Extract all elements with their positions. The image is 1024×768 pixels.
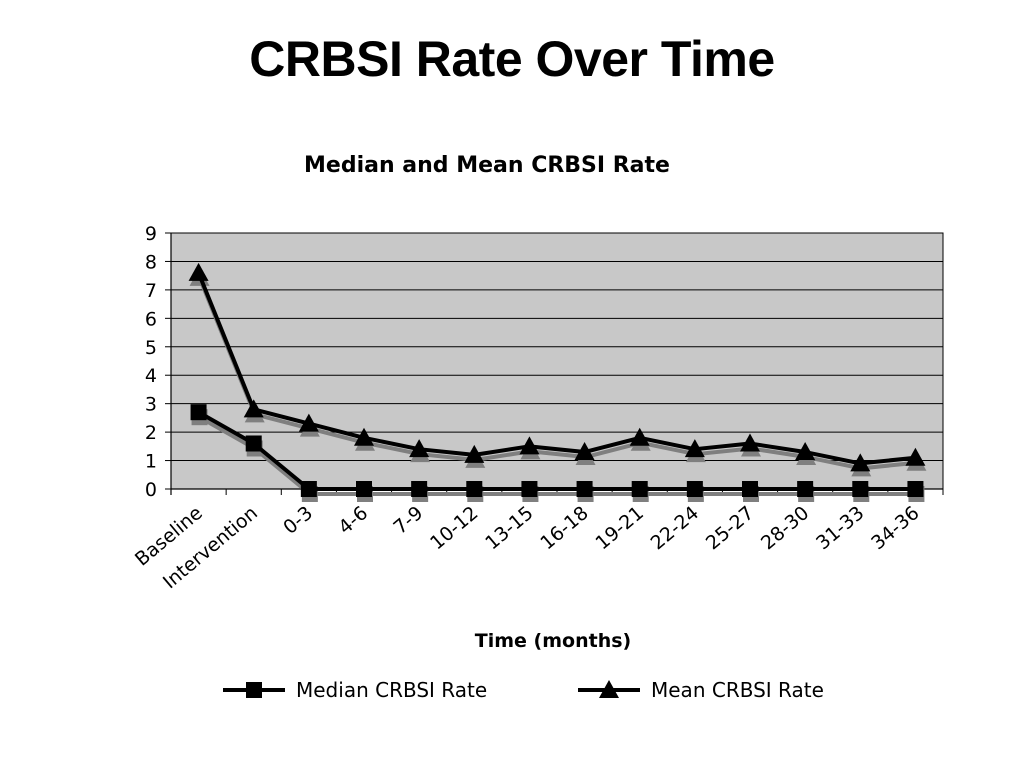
y-tick-label: 9 <box>145 223 157 245</box>
legend-marker-1 <box>246 682 262 698</box>
x-tick-label: 7-9 <box>389 502 427 539</box>
x-tick-label: 19-21 <box>591 502 647 554</box>
y-tick-label: 8 <box>145 251 157 273</box>
data-point <box>574 442 595 461</box>
data-point <box>631 481 648 497</box>
x-axis-title: Time (months) <box>475 630 631 652</box>
data-point <box>466 481 483 497</box>
data-point <box>797 481 814 497</box>
x-tick-label: 10-12 <box>426 502 482 554</box>
data-point <box>852 481 869 497</box>
data-point <box>905 447 926 466</box>
y-tick-label: 3 <box>145 394 157 416</box>
data-point <box>576 481 593 497</box>
data-point <box>300 481 317 497</box>
chart-title: Median and Mean CRBSI Rate <box>304 153 670 178</box>
legend-label-2: Mean CRBSI Rate <box>651 678 824 702</box>
series-line-1 <box>197 410 916 491</box>
y-tick-label: 2 <box>145 422 157 444</box>
x-tick-label: 0-3 <box>279 502 317 539</box>
series-shadow-1 <box>198 415 917 496</box>
x-tick-label: 22-24 <box>647 502 703 554</box>
data-point <box>354 427 374 446</box>
data-point <box>519 436 540 455</box>
data-point <box>686 481 703 497</box>
series-line-2 <box>196 272 916 466</box>
x-tick-label: 13-15 <box>481 502 537 554</box>
data-point <box>409 439 430 458</box>
y-tick-label: 1 <box>145 451 157 473</box>
x-tick-label: 34-36 <box>867 502 923 554</box>
data-point <box>411 481 428 497</box>
data-point <box>190 404 207 421</box>
series-shadow-2 <box>197 277 917 471</box>
plot-background <box>170 232 944 490</box>
y-tick-label: 6 <box>145 308 157 330</box>
legend-label-1: Median CRBSI Rate <box>296 678 487 702</box>
x-tick-label: 4-6 <box>334 502 372 539</box>
x-tick-label: 28-30 <box>757 502 813 554</box>
data-point <box>740 433 760 452</box>
data-point <box>245 435 262 452</box>
data-point <box>795 442 816 461</box>
data-point <box>907 481 924 497</box>
data-point <box>243 399 264 418</box>
data-point <box>356 481 372 497</box>
legend-marker-2 <box>599 680 619 698</box>
slide-title: CRBSI Rate Over Time <box>249 31 775 87</box>
data-point <box>521 481 538 497</box>
x-tick-label: Intervention <box>159 502 262 593</box>
data-point <box>188 262 209 281</box>
data-point <box>298 413 319 432</box>
data-point <box>629 427 650 446</box>
x-tick-label: 16-18 <box>536 502 592 554</box>
data-point <box>742 481 758 497</box>
data-point <box>464 444 485 463</box>
y-tick-label: 0 <box>145 479 157 501</box>
data-point <box>850 453 871 472</box>
y-tick-label: 4 <box>145 365 157 387</box>
y-tick-label: 5 <box>145 337 157 359</box>
x-tick-label: 31-33 <box>812 502 868 554</box>
x-tick-label: 25-27 <box>702 502 758 554</box>
data-point <box>684 439 705 458</box>
y-tick-label: 7 <box>145 280 157 302</box>
legend: Median CRBSI Rate Mean CRBSI Rate <box>223 678 824 702</box>
